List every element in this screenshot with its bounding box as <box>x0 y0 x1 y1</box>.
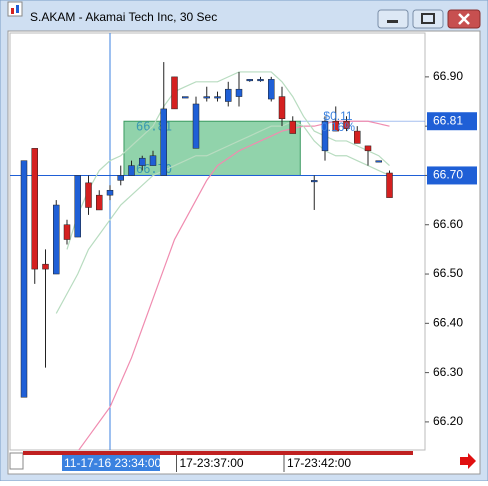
y-tick-label: 66.50 <box>433 266 463 280</box>
highlight-box <box>123 120 301 176</box>
candle-body <box>106 189 114 196</box>
candle-body <box>192 103 200 149</box>
candle-body <box>53 204 60 275</box>
candle-body <box>96 194 103 211</box>
candle-body <box>311 180 318 183</box>
price-marker <box>427 166 477 185</box>
candle-body <box>160 108 167 176</box>
y-tick-label: 66.30 <box>433 365 463 379</box>
candle-body <box>268 79 275 100</box>
candle-body <box>386 172 393 198</box>
candle-body <box>354 130 361 144</box>
price-marker-label: 66.81 <box>433 113 463 127</box>
candle-body <box>203 96 210 99</box>
price-marker-label: 66.70 <box>433 168 463 182</box>
overlay-line <box>66 71 390 250</box>
candle-body <box>225 88 232 102</box>
scroll-arrow[interactable] <box>460 453 476 469</box>
candle-body <box>246 79 253 82</box>
y-tick-label: 66.40 <box>433 315 463 329</box>
x-tick-label: 11-17-16 23:34:00 <box>64 456 162 470</box>
window-title: S.AKAM - Akamai Tech Inc, 30 Sec <box>30 10 217 24</box>
candle-body <box>182 96 189 99</box>
time-bar <box>23 451 413 455</box>
candle-body <box>63 224 71 240</box>
y-tick-label: 66.90 <box>433 69 463 83</box>
candle-body <box>149 155 157 166</box>
x-tick-label: 17-23:37:00 <box>180 456 244 470</box>
maximize-icon <box>421 13 435 24</box>
x-tick-label: 17-23:42:00 <box>287 456 351 470</box>
candle-body <box>235 88 243 97</box>
candle-body <box>278 96 286 120</box>
candle-body <box>74 175 81 238</box>
x-label-highlight <box>62 455 160 471</box>
maximize-button[interactable] <box>412 9 444 29</box>
candle-body <box>214 96 221 99</box>
candle-body <box>375 160 382 163</box>
minimize-button[interactable] <box>377 9 409 29</box>
candle-body <box>139 157 146 166</box>
candle-body <box>321 120 329 152</box>
candle-body <box>31 148 38 270</box>
candle-body <box>332 120 339 132</box>
candle-body <box>20 160 28 398</box>
y-tick-label: 66.60 <box>433 217 463 231</box>
candle-body <box>171 76 178 110</box>
candle-body <box>257 79 264 82</box>
candle-body <box>85 182 92 208</box>
measure-label: $0.11 <box>323 109 352 123</box>
scroll-box[interactable] <box>9 452 24 470</box>
close-icon <box>458 13 470 25</box>
candle-body <box>364 145 372 152</box>
minimize-icon <box>387 20 398 23</box>
y-tick-label: 66.20 <box>433 414 463 428</box>
icon-bar <box>11 8 14 14</box>
candle-body <box>128 165 135 176</box>
overlay-line <box>55 120 390 314</box>
candle-body <box>42 263 49 270</box>
candle-body <box>289 120 296 134</box>
price-marker <box>427 112 477 131</box>
plot-area <box>9 32 426 451</box>
icon-bar <box>16 5 19 13</box>
measure-label: 0.16% <box>321 120 355 134</box>
candle-body <box>117 175 124 181</box>
app-icon <box>7 1 23 17</box>
candle-body <box>343 120 350 129</box>
